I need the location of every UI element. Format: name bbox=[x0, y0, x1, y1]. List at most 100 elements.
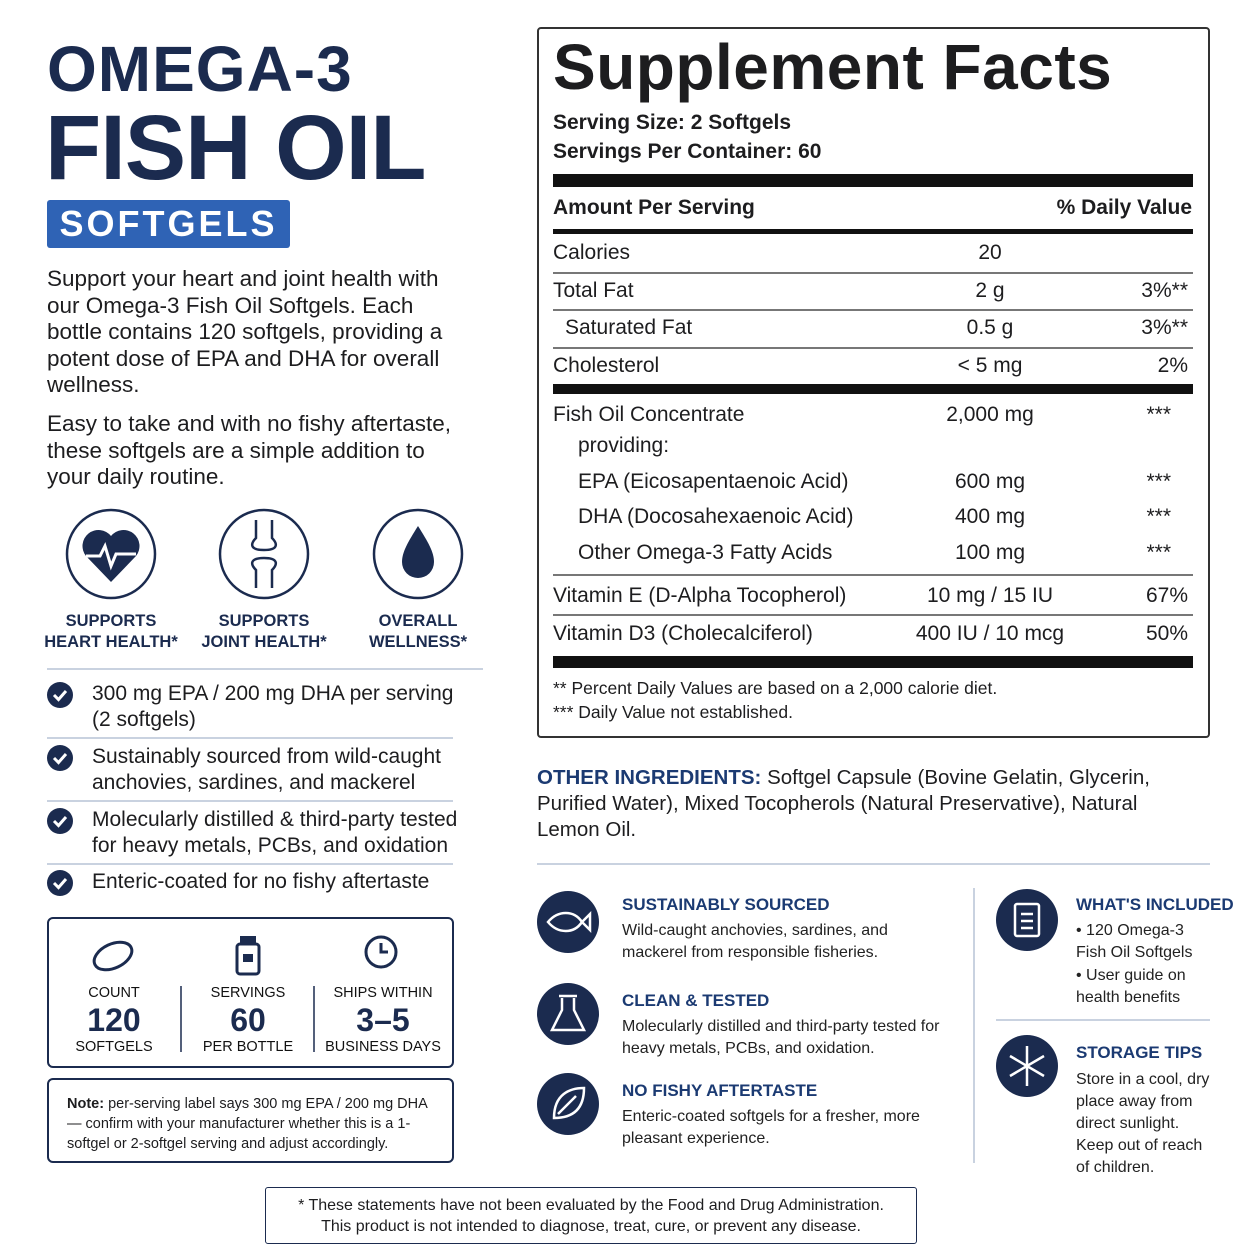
nutrient-amount: 2 g bbox=[975, 279, 1005, 302]
stat-label: COUNT bbox=[88, 985, 140, 1001]
nutrient-amount: 20 bbox=[978, 241, 1002, 264]
row-divider bbox=[553, 614, 1193, 616]
check bbox=[47, 745, 73, 771]
highlight-title: NO FISHY AFTERTASTE bbox=[622, 1081, 818, 1100]
included-text: 120 Omega-3 Fish Oil Softgels bbox=[1076, 922, 1193, 961]
span: • bbox=[1076, 967, 1087, 984]
path bbox=[552, 1086, 586, 1120]
amount-header: Amount Per Serving bbox=[553, 196, 755, 219]
span: • bbox=[1076, 922, 1087, 939]
footnote: *** Daily Value not established. bbox=[553, 702, 793, 722]
nutrient-name: Calories bbox=[553, 241, 631, 264]
stat-unit: BUSINESS DAYS bbox=[325, 1039, 441, 1055]
path bbox=[546, 910, 592, 934]
circle bbox=[47, 870, 73, 896]
facts-title: Supplement Facts bbox=[553, 31, 1113, 103]
daily-value: *** bbox=[1146, 403, 1171, 426]
nutrient-name: Saturated Fat bbox=[565, 316, 693, 339]
check bbox=[47, 870, 73, 896]
included-item: • User guide on health benefits bbox=[1076, 965, 1216, 1009]
rect bbox=[1013, 902, 1041, 938]
feature: 300 mg EPA / 200 mg DHA per serving (2 s… bbox=[92, 682, 454, 731]
circle bbox=[537, 983, 599, 1045]
rect bbox=[235, 942, 261, 976]
benefit-label: OVERALL WELLNESS* bbox=[368, 612, 468, 651]
divider bbox=[47, 800, 453, 802]
nutrient-amount: 600 mg bbox=[954, 470, 1026, 493]
hr bbox=[537, 863, 1210, 865]
highlight-text: Wild-caught anchovies, sardines, and mac… bbox=[622, 922, 888, 961]
daily-value: 67% bbox=[1145, 584, 1188, 607]
daily-value: *** bbox=[1146, 541, 1171, 564]
row-divider bbox=[553, 272, 1193, 274]
check-icon bbox=[46, 869, 74, 897]
feature: Molecularly distilled & third-party test… bbox=[92, 808, 458, 857]
serving-size: Serving Size: 2 Softgels bbox=[553, 111, 792, 134]
benefit-label: SUPPORTS JOINT HEALTH* bbox=[201, 612, 327, 651]
highlight-title: CLEAN & TESTED bbox=[622, 991, 770, 1010]
highlight-icons bbox=[537, 889, 1058, 1135]
nutrient-amount: 100 mg bbox=[954, 541, 1026, 564]
stat-unit: PER BOTTLE bbox=[202, 1039, 294, 1055]
feature: Sustainably sourced from wild-caught anc… bbox=[92, 745, 442, 794]
circle bbox=[372, 508, 464, 600]
stat-value: 120 bbox=[87, 1002, 141, 1038]
other-ingredients-text: Softgel Capsule (Bovine Gelatin, Glyceri… bbox=[537, 766, 1150, 841]
disclaimer-line: * These statements have not been evaluat… bbox=[298, 1197, 884, 1214]
note-text: per-serving label says 300 mg EPA / 200 … bbox=[67, 1096, 427, 1152]
nutrient-name: Other Omega-3 Fatty Acids bbox=[578, 541, 833, 564]
path bbox=[52, 690, 68, 702]
nutrient-name: Vitamin E (D-Alpha Tocopherol) bbox=[553, 584, 847, 607]
check-icon bbox=[46, 681, 74, 709]
highlight-text: Enteric-coated softgels for a fresher, m… bbox=[622, 1108, 920, 1147]
circle bbox=[364, 935, 398, 969]
other-ingredients: OTHER INGREDIENTS: Softgel Capsule (Bovi… bbox=[537, 765, 1157, 843]
path bbox=[52, 753, 68, 765]
title-line: OMEGA-3 bbox=[47, 33, 353, 105]
intro: Easy to take and with no fishy aftertast… bbox=[47, 411, 451, 489]
disclaimer-line: This product is not intended to diagnose… bbox=[321, 1218, 861, 1235]
nutrient-amount: 400 mg bbox=[954, 505, 1026, 528]
nutrient-amount: 2,000 mg bbox=[946, 403, 1034, 426]
check-icon bbox=[46, 744, 74, 772]
row-divider bbox=[553, 574, 1193, 576]
nutrient-name: DHA (Docosahexaenoic Acid) bbox=[578, 505, 854, 528]
nutrient-amount: < 5 mg bbox=[957, 354, 1023, 377]
row-divider bbox=[553, 347, 1193, 349]
storage-title: STORAGE TIPS bbox=[1076, 1043, 1203, 1062]
check-icon bbox=[46, 807, 74, 835]
title-line: FISH OIL bbox=[45, 97, 426, 199]
bar bbox=[553, 656, 1193, 668]
circle bbox=[47, 745, 73, 771]
circle bbox=[537, 891, 599, 953]
stat-icons bbox=[92, 935, 398, 1052]
feature: Enteric-coated for no fishy aftertaste bbox=[92, 870, 430, 893]
path bbox=[52, 878, 68, 890]
rect bbox=[243, 954, 253, 962]
daily-value: 3%** bbox=[1141, 316, 1188, 339]
included-title: WHAT'S INCLUDED bbox=[1076, 895, 1234, 914]
path bbox=[250, 520, 278, 552]
disclaimer: * These statements have not been evaluat… bbox=[265, 1187, 917, 1244]
check bbox=[47, 808, 73, 834]
nutrient-amount: 0.5 g bbox=[966, 316, 1014, 339]
path bbox=[82, 529, 140, 582]
facts-panel bbox=[537, 27, 1210, 738]
daily-value: *** bbox=[1146, 470, 1171, 493]
footnote: ** Percent Daily Values are based on a 2… bbox=[553, 678, 998, 698]
row-divider bbox=[553, 309, 1193, 311]
hr bbox=[996, 1019, 1210, 1021]
circle bbox=[47, 682, 73, 708]
divider bbox=[47, 737, 453, 739]
dv-header: % Daily Value bbox=[1056, 196, 1192, 219]
nutrient-name: EPA (Eicosapentaenoic Acid) bbox=[578, 470, 849, 493]
included-item: • 120 Omega-3 Fish Oil Softgels bbox=[1076, 920, 1216, 964]
storage-text: Store in a cool, dry place away from dir… bbox=[1076, 1071, 1210, 1176]
ellipse bbox=[92, 940, 134, 972]
g bbox=[65, 508, 464, 600]
stat-value: 3–5 bbox=[356, 1002, 410, 1038]
daily-value: 3%** bbox=[1141, 279, 1188, 302]
highlight-title: SUSTAINABLY SOURCED bbox=[622, 895, 830, 914]
nutrient-name: providing: bbox=[578, 434, 670, 457]
